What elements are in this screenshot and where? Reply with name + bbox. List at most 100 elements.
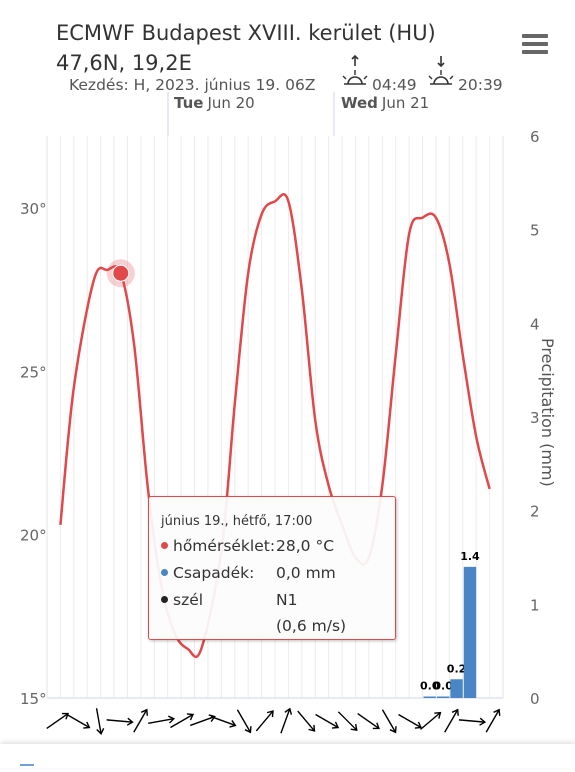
y-right-tick-label: 5 xyxy=(530,222,540,240)
wind-arrow xyxy=(170,713,195,729)
wind-arrow-head xyxy=(331,721,340,729)
wind-arrow-shaft xyxy=(210,715,236,727)
wind-arrows xyxy=(46,707,501,736)
wind-arrow xyxy=(315,713,340,729)
wind-arrow xyxy=(148,715,176,724)
y-right-tick-label: 4 xyxy=(530,315,540,333)
wind-arrow xyxy=(189,714,216,727)
tooltip-precipitation-value: 0,0 mm xyxy=(276,564,336,582)
top-axis: Tue Jun 20 Wed Jun 21 xyxy=(167,92,429,136)
wind-arrow-shaft xyxy=(106,719,133,723)
menu-icon[interactable] xyxy=(520,32,550,56)
wind-arrow xyxy=(280,707,293,734)
precipitation-bar xyxy=(436,696,450,698)
precipitation-dot xyxy=(161,569,168,576)
sunrise-time: 04:49 xyxy=(372,76,417,94)
wind-arrow-head xyxy=(479,717,487,726)
highlight-point xyxy=(112,264,130,282)
wind-arrow-shaft xyxy=(458,719,485,723)
wind-arrow-head xyxy=(186,713,195,721)
page-title: ECMWF Budapest XVIII. kerület (HU) 47,6N… xyxy=(56,21,436,75)
wind-arrow-head xyxy=(126,717,134,726)
y-left-tick-label: 20° xyxy=(20,527,47,545)
bottom-panel xyxy=(0,744,575,768)
precipitation-bar-label: 1.4 xyxy=(460,550,480,563)
precipitation-bar xyxy=(463,566,477,698)
wind-arrow-head xyxy=(96,727,105,736)
wind-arrow-shaft xyxy=(280,708,291,734)
wind-arrow-head xyxy=(266,710,274,718)
wind-arrow-shaft xyxy=(381,709,397,733)
wind-arrow-head xyxy=(61,712,70,720)
wind-arrow-head xyxy=(167,715,176,724)
precipitation-bar-label: 0.2 xyxy=(447,662,467,675)
wind-arrow-shaft xyxy=(170,713,194,729)
wind-arrow-head xyxy=(451,708,459,716)
temperature-line xyxy=(59,193,491,659)
wind-arrow xyxy=(458,717,487,726)
wind-arrow-head xyxy=(493,708,501,716)
wind-arrow-head xyxy=(83,721,91,729)
precipitation-bar-label: 0.0 xyxy=(433,680,453,693)
wind-arrow-shaft xyxy=(255,710,274,732)
wind-arrow xyxy=(485,708,501,733)
sunset-time: 20:39 xyxy=(458,76,503,94)
wind-arrow-shaft xyxy=(189,715,215,727)
wind-arrow-head xyxy=(389,726,397,734)
wind-arrow-shaft xyxy=(315,713,339,729)
tooltip-row-precipitation: Csapadék: xyxy=(161,564,254,582)
precipitation-bar xyxy=(423,696,436,698)
wind-arrow xyxy=(106,717,134,726)
wind-arrow-shaft xyxy=(337,711,358,731)
wind-arrow-shaft xyxy=(485,709,500,733)
wind-arrow xyxy=(444,708,459,733)
wind-arrow xyxy=(381,709,397,734)
wind-arrow-shaft xyxy=(444,709,459,733)
wind-arrow xyxy=(66,713,91,729)
wind-arrow xyxy=(357,712,380,730)
precipitation-bar xyxy=(450,679,463,698)
wind-arrow-shaft xyxy=(148,718,174,724)
wind-arrow xyxy=(210,715,237,728)
wind-dot xyxy=(161,596,168,603)
tooltip-heading: június 19., hétfő, 17:00 xyxy=(161,514,313,529)
wind-arrow-shaft xyxy=(46,712,69,730)
tooltip-row-wind: szél xyxy=(161,591,203,609)
wind-arrow-head xyxy=(284,707,293,715)
legend-marker xyxy=(20,764,34,772)
wind-arrow-shaft xyxy=(357,712,380,730)
wind-arrow xyxy=(95,708,105,736)
wind-arrow xyxy=(297,710,316,732)
wind-arrow-head xyxy=(414,721,423,729)
wind-arrow-head xyxy=(350,724,358,732)
wind-arrow-shaft xyxy=(133,709,148,733)
y-right-tick-label: 1 xyxy=(530,596,540,614)
y-right-tick-label: 2 xyxy=(530,503,540,521)
wind-arrow-shaft xyxy=(420,712,441,730)
y-left-tick-label: 25° xyxy=(20,363,47,381)
tooltip-row-temperature: hőmérséklet: xyxy=(161,537,275,555)
top-axis-label-1: Tue Jun 20 xyxy=(174,94,255,112)
y-right-tick-label: 3 xyxy=(530,409,540,427)
tooltip-wind-value: N1 xyxy=(276,591,298,609)
tooltip-wind-speed: (0,6 m/s) xyxy=(276,617,347,635)
sunrise-icon xyxy=(342,54,368,85)
precipitation-bar-label: 0.0 xyxy=(420,680,440,693)
wind-arrow xyxy=(133,708,149,733)
wind-arrow xyxy=(420,711,442,730)
temperature-dot xyxy=(161,542,168,549)
y-right-axis-label: Precipitation (mm) xyxy=(538,338,557,487)
wind-arrow-head xyxy=(208,714,216,722)
wind-arrow-shaft xyxy=(95,708,102,734)
wind-arrow-head xyxy=(244,726,252,734)
wind-arrow-head xyxy=(140,708,149,716)
wind-arrow-head xyxy=(308,724,316,732)
y-right-tick-label: 6 xyxy=(530,128,540,146)
wind-arrow-shaft xyxy=(297,710,315,732)
start-label: Kezdés: H, 2023. június 19. 06Z xyxy=(69,76,315,94)
data-tooltip: június 19., hétfő, 17:00 hőmérséklet: 28… xyxy=(148,496,396,640)
axis-ticks: 15° 20° 25° 30° 0 1 2 3 4 5 6 xyxy=(20,128,540,708)
wind-arrow-shaft xyxy=(236,709,252,733)
wind-arrow xyxy=(398,713,423,729)
